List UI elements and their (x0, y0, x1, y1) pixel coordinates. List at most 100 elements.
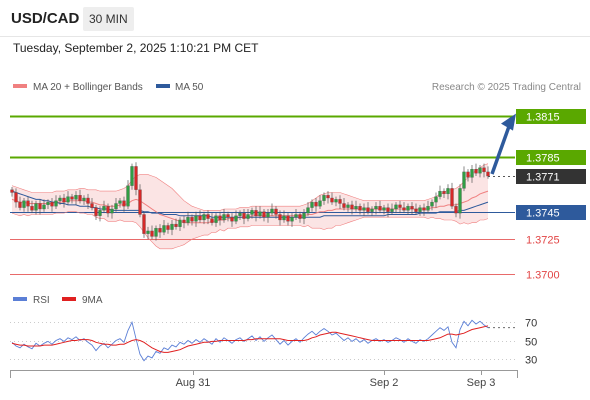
candle (254, 206, 258, 222)
support-label-5: 1.3700 (526, 270, 560, 282)
ma9-legend-swatch (62, 297, 76, 301)
rsi-legend-label: RSI (33, 295, 50, 306)
candle (414, 203, 418, 215)
candle (122, 196, 126, 212)
chart-datetime: Tuesday, September 2, 2025 1:10:21 PM CE… (13, 41, 259, 55)
candle (338, 195, 342, 209)
candle (474, 163, 478, 177)
candle (450, 182, 454, 209)
candle (306, 202, 310, 216)
candle (170, 219, 174, 236)
rsi-tick-50: 50 (525, 337, 537, 349)
candle (214, 213, 218, 227)
currency-pair-title: USD/CAD (11, 10, 80, 27)
current-label-box-2 (516, 169, 586, 184)
candle (310, 199, 314, 212)
candle (418, 204, 422, 216)
candle (186, 211, 190, 226)
candle (86, 193, 90, 209)
candle (250, 207, 254, 219)
candle (430, 199, 434, 211)
candle (402, 202, 406, 214)
candle (246, 208, 250, 222)
candle (218, 211, 222, 226)
ma50-legend-label: MA 50 (175, 82, 204, 93)
candle (50, 197, 54, 212)
candle (174, 218, 178, 230)
candle (482, 163, 486, 178)
candle (382, 204, 386, 215)
candle (118, 197, 122, 208)
candle (410, 202, 414, 215)
chart-header: USD/CAD 30 MIN (0, 0, 590, 36)
candle (38, 199, 42, 215)
candle (314, 197, 318, 212)
candle (270, 203, 274, 216)
candle (278, 210, 282, 226)
candle (274, 206, 278, 219)
candle (146, 226, 150, 240)
candle (454, 203, 458, 218)
candle (206, 210, 210, 225)
candle (98, 206, 102, 222)
candle (258, 206, 262, 219)
timeframe-badge[interactable]: 30 MIN (83, 7, 134, 31)
candle (62, 193, 66, 208)
candle (294, 208, 298, 220)
candle (74, 191, 78, 205)
forecast-arrow-head (501, 113, 516, 131)
forecast-arrow-shaft (490, 123, 512, 175)
candle (354, 200, 358, 212)
candle (458, 184, 462, 219)
candle (438, 185, 442, 200)
candle (434, 192, 438, 208)
candle (194, 211, 198, 227)
candle (126, 180, 130, 209)
rsi-line (11, 319, 489, 362)
candle (26, 196, 30, 212)
candle (166, 222, 170, 234)
candle (78, 189, 82, 204)
resistance-label-1: 1.3785 (526, 153, 560, 165)
bollinger-lower-line (11, 211, 489, 250)
rsi-ma9-line (11, 325, 489, 353)
candle (350, 200, 354, 215)
ma9-legend-label: 9MA (82, 295, 103, 306)
candle (390, 203, 394, 215)
ma50-legend-swatch (156, 84, 170, 88)
candle (282, 210, 286, 223)
candles (10, 162, 490, 241)
candle (22, 197, 26, 212)
candle (202, 211, 206, 225)
candle (42, 199, 46, 212)
candle (138, 184, 142, 218)
candle (266, 208, 270, 223)
candle (346, 202, 350, 212)
candle (442, 188, 446, 198)
candle (486, 166, 490, 179)
candle (466, 169, 470, 182)
candle (242, 208, 246, 225)
bollinger-legend-swatch (13, 84, 27, 88)
candle (106, 203, 110, 218)
candle (470, 165, 474, 183)
bollinger-upper-line (11, 163, 489, 211)
candle (234, 210, 238, 225)
price-legend: MA 20 + Bollinger Bands MA 50 Research ©… (13, 82, 581, 93)
candle (334, 196, 338, 207)
candle (142, 211, 146, 238)
candle (90, 197, 94, 211)
candle (182, 215, 186, 229)
candle (226, 211, 230, 222)
forecast-arrow (490, 113, 516, 175)
candle (422, 203, 426, 216)
candle (210, 213, 214, 226)
copyright-text: Research © 2025 Trading Central (432, 82, 581, 93)
candle (46, 199, 50, 209)
candle (34, 200, 38, 215)
candle (110, 204, 114, 219)
candle (154, 225, 158, 241)
candle (446, 184, 450, 200)
candle (114, 197, 118, 212)
resistance-label-box-0 (516, 109, 586, 124)
